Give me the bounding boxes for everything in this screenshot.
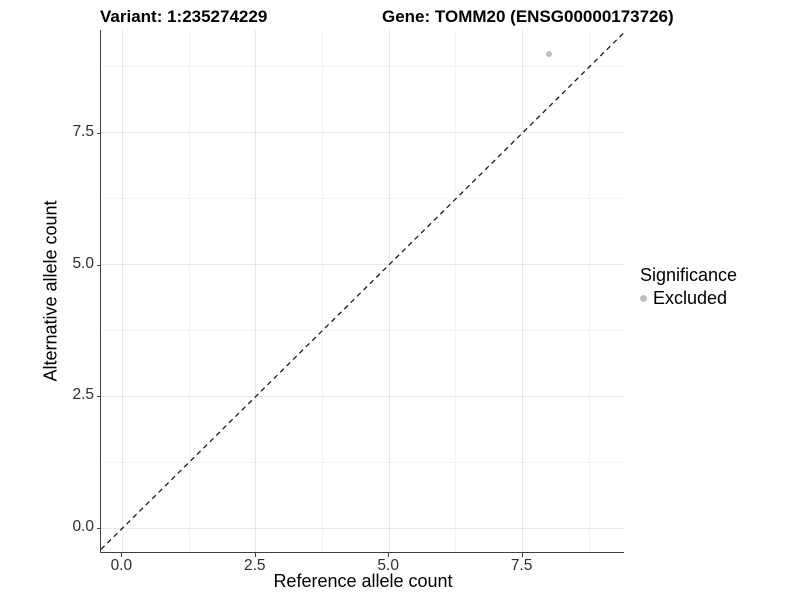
x-tick-mark — [388, 553, 390, 557]
y-major-gridline — [101, 527, 624, 529]
legend-title: Significance — [640, 265, 738, 285]
legend-key-dot-icon — [640, 294, 647, 302]
y-major-gridline — [101, 132, 624, 134]
y-tick-label: 5.0 — [72, 254, 94, 272]
y-tick-mark — [97, 396, 101, 398]
x-minor-gridline — [321, 30, 323, 552]
y-tick-mark — [97, 528, 101, 530]
x-minor-gridline — [188, 30, 190, 552]
x-tick-label: 7.5 — [510, 557, 533, 574]
identity-line-layer — [101, 32, 624, 550]
x-tick-mark — [121, 553, 123, 557]
x-tick-mark — [254, 553, 256, 557]
identity-dashed-line — [101, 32, 624, 550]
y-major-gridline — [101, 395, 624, 397]
x-major-gridline — [255, 30, 257, 552]
variant-title: Variant: 1:235274229 — [100, 7, 268, 26]
legend: Significance Excluded — [640, 265, 737, 308]
x-major-gridline — [121, 30, 123, 552]
plot-panel — [100, 30, 624, 553]
legend-item-label: Excluded — [653, 288, 728, 308]
x-tick-label: 2.5 — [243, 557, 266, 574]
y-minor-gridline — [101, 198, 624, 200]
y-minor-gridline — [101, 330, 624, 332]
y-major-gridline — [101, 264, 624, 266]
y-tick-label: 2.5 — [72, 386, 94, 404]
y-tick-mark — [97, 264, 101, 266]
x-tick-mark — [521, 553, 523, 557]
x-tick-label: 5.0 — [377, 557, 399, 574]
x-major-gridline — [522, 30, 524, 552]
y-tick-label: 7.5 — [72, 122, 94, 140]
y-minor-gridline — [101, 461, 624, 463]
x-axis-title: Reference allele count — [273, 571, 453, 591]
data-point — [546, 50, 553, 57]
gene-title: Gene: TOMM20 (ENSG00000173726) — [382, 7, 674, 26]
y-axis-title: Alternative allele count — [40, 200, 61, 382]
y-tick-label: 0.0 — [72, 518, 94, 536]
legend-items: Excluded — [640, 288, 737, 308]
x-minor-gridline — [588, 30, 590, 552]
x-minor-gridline — [455, 30, 457, 552]
legend-item: Excluded — [640, 288, 737, 308]
x-tick-label: 0.0 — [110, 557, 133, 574]
y-minor-gridline — [101, 66, 624, 68]
x-major-gridline — [388, 30, 390, 552]
y-tick-mark — [97, 132, 101, 134]
